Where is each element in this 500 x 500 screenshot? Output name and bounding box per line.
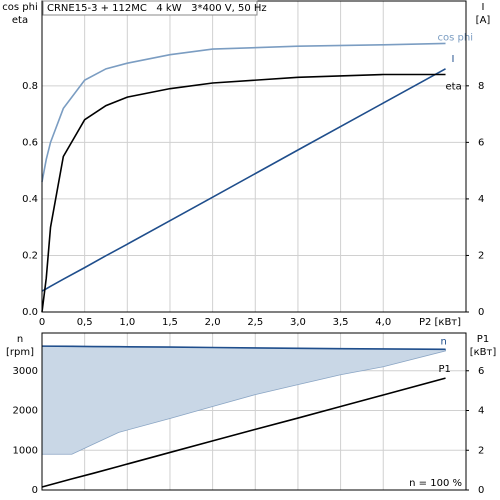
y2-tick-label: 4 xyxy=(478,194,484,205)
line xyxy=(41,377,446,488)
x-tick-label: 2,0 xyxy=(205,317,221,328)
y2-tick-label: 2 xyxy=(478,250,484,261)
y-tick-label: 0 xyxy=(32,485,38,496)
line xyxy=(41,68,446,292)
line xyxy=(41,42,446,183)
y-tick-label: 0.2 xyxy=(22,250,38,261)
y-axis-label: n xyxy=(17,334,23,345)
y2-axis-label: P1 xyxy=(477,334,489,345)
y-axis-label: eta xyxy=(12,15,28,26)
x-tick-label: 0 xyxy=(39,317,45,328)
y2-tick-label: 2 xyxy=(478,445,484,456)
y2-tick-label: 6 xyxy=(478,137,484,148)
x-tick-label: 1,0 xyxy=(119,317,135,328)
line xyxy=(41,345,446,351)
area xyxy=(41,345,446,455)
series-label: eta xyxy=(446,82,462,93)
y-tick-label: 0.4 xyxy=(22,194,38,205)
x-tick-label: 3,0 xyxy=(290,317,306,328)
y2-axis-label: [A] xyxy=(476,15,491,26)
line xyxy=(41,73,446,313)
x-tick-label: 0,5 xyxy=(77,317,93,328)
y-tick-label: 2000 xyxy=(13,406,38,417)
y-tick-label: 0.8 xyxy=(22,81,38,92)
y2-tick-label: 4 xyxy=(478,406,484,417)
series-label: P1 xyxy=(439,364,451,375)
y-axis-label: [rpm] xyxy=(6,347,34,358)
x-tick-label: 2,5 xyxy=(247,317,263,328)
y-tick-label: 3000 xyxy=(13,366,38,377)
y2-tick-label: 8 xyxy=(478,81,484,92)
y-tick-label: 1000 xyxy=(13,445,38,456)
annotation: n = 100 % xyxy=(409,478,462,489)
y2-tick-label: 6 xyxy=(478,366,484,377)
x-axis-label: P2 [кВт] xyxy=(419,317,461,328)
y-tick-label: 0.0 xyxy=(22,307,38,318)
y-axis-label: cos phi xyxy=(2,2,37,13)
y2-tick-label: 0 xyxy=(478,307,484,318)
x-tick-label: 1,5 xyxy=(162,317,178,328)
x-tick-label: 3,5 xyxy=(333,317,349,328)
y2-tick-label: 0 xyxy=(478,485,484,496)
series-label: n xyxy=(441,336,447,347)
series-label: I xyxy=(452,54,455,65)
chart-title: CRNE15-3 + 112MC 4 kW 3*400 V, 50 Hz xyxy=(47,3,267,14)
y-tick-label: 0.6 xyxy=(22,137,38,148)
plot-frame xyxy=(41,332,467,491)
series-label: cos phi xyxy=(438,32,473,43)
y2-axis-label: [кВт] xyxy=(470,347,497,358)
y2-axis-label: I xyxy=(482,2,485,13)
x-tick-label: 4,0 xyxy=(375,317,391,328)
title-box xyxy=(42,0,258,16)
